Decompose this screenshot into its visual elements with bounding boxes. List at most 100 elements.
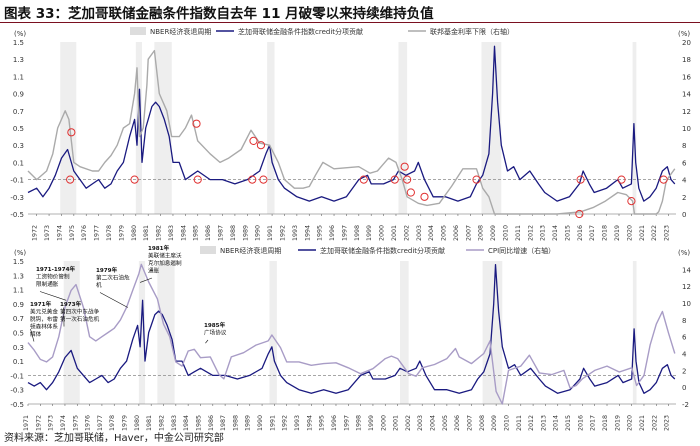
chart-top: 1.51.31.10.90.70.50.30.1-0.1-0.3-0.5(%)2… (10, 27, 691, 241)
highlight-marker (420, 192, 429, 201)
x-tick-label: 1988 (230, 225, 237, 241)
x-tick-label: 2010 (502, 225, 509, 241)
highlight-marker (259, 175, 268, 184)
y2-tick-label: 16 (682, 73, 691, 81)
y2-tick-label: 18 (682, 56, 691, 64)
x-tick-label: 2002 (403, 225, 410, 241)
y-tick-label: 0.9 (13, 301, 24, 309)
chart-bottom: 1.5 1.3 1.1 0.9 0.7 0.5 0.3 0.1 -0.1 -0.3 -0.5 (%) 1… (10, 244, 691, 431)
annotation-arrow (99, 292, 128, 308)
x-tick-label: 2005 (442, 415, 449, 431)
legend-label: 芝加哥联储金融条件指数credit分项贡献 (320, 246, 445, 255)
x-tick-label: 1989 (242, 225, 249, 241)
recession-band (60, 42, 77, 214)
y-tick-label: -0.1 (10, 177, 24, 185)
highlight-marker (400, 162, 409, 171)
y-tick-label: 0.3 (13, 142, 24, 150)
x-tick-label: 1983 (168, 225, 175, 241)
x-tick-label: 2000 (380, 415, 387, 431)
annotation-text: 1971-1974年 (36, 265, 75, 273)
y2-tick-label: 8 (682, 142, 686, 150)
x-tick-label: 1987 (220, 415, 227, 431)
x-tick-label: 1997 (343, 415, 350, 431)
y2-tick-label: 10 (682, 300, 691, 308)
y-tick-label: 0.1 (13, 358, 24, 366)
y2-tick-label: -2 (682, 401, 689, 409)
recession-band (63, 261, 80, 404)
y2-tick-label: 6 (682, 334, 687, 342)
highlight-marker (576, 175, 585, 184)
y2-axis-label: (%) (678, 249, 690, 257)
x-tick-label: 1991 (269, 415, 276, 431)
legend-label: CPI同比增速（右轴） (488, 246, 555, 255)
fci-credit-line (27, 45, 676, 202)
highlight-marker (66, 175, 75, 184)
annotation-text: 通胀 (148, 267, 160, 275)
x-tick-label: 1997 (341, 225, 348, 241)
x-tick-label: 2009 (491, 415, 498, 431)
annotation-text: 解体 (30, 330, 42, 338)
x-tick-label: 1977 (97, 415, 104, 431)
x-tick-label: 1980 (134, 415, 141, 431)
x-tick-label: 2013 (540, 415, 547, 431)
y-tick-label: 0.3 (13, 344, 24, 352)
x-tick-label: 2007 (465, 225, 472, 241)
annotation-arrow (205, 339, 209, 344)
annotation-text: 第二次石油危 (96, 274, 130, 282)
x-tick-label: 2014 (552, 225, 559, 241)
x-tick-label: 1993 (292, 225, 299, 241)
x-tick-label: 1986 (208, 415, 215, 431)
x-tick-label: 1975 (69, 225, 76, 241)
x-tick-label: 2004 (430, 415, 437, 431)
x-tick-label: 2019 (614, 415, 621, 431)
x-tick-label: 1999 (368, 415, 375, 431)
x-tick-label: 2001 (393, 415, 400, 431)
x-tick-label: 2015 (565, 415, 572, 431)
x-tick-label: 1971 (23, 415, 30, 431)
annotation-text: 顿森林体系 (30, 323, 58, 331)
highlight-marker (575, 209, 584, 219)
y2-tick-label: 20 (682, 39, 691, 47)
x-tick-label: 1992 (282, 415, 289, 431)
x-tick-label: 2015 (564, 225, 571, 241)
x-tick-label: 1983 (171, 415, 178, 431)
highlight-marker (617, 175, 626, 184)
x-tick-label: 1988 (232, 415, 239, 431)
annotation-text: 广场协议 (204, 329, 227, 337)
x-tick-label: 2006 (453, 225, 460, 241)
y2-tick-label: 14 (682, 91, 691, 99)
x-tick-label: 2012 (527, 225, 534, 241)
y-axis-label: (%) (14, 249, 26, 257)
x-tick-label: 2004 (428, 225, 435, 241)
x-tick-label: 1975 (72, 415, 79, 431)
annotation-text: 美联储主席沃 (148, 252, 182, 260)
annotation-text: 克尔加息遏制 (148, 259, 182, 267)
x-tick-label: 2017 (590, 415, 597, 431)
annotation-text: 1985年 (204, 321, 226, 329)
legend-label: 联邦基金利率下限（右轴） (430, 27, 514, 36)
x-tick-label: 1973 (44, 225, 51, 241)
x-tick-label: 2008 (478, 225, 485, 241)
y-tick-label: 1.1 (13, 287, 24, 295)
x-tick-label: 1982 (159, 415, 166, 431)
x-tick-label: 2021 (639, 225, 646, 241)
x-tick-label: 1993 (294, 415, 301, 431)
x-tick-label: 1998 (356, 415, 363, 431)
x-tick-label: 2022 (651, 415, 658, 431)
y2-tick-label: 4 (682, 351, 687, 359)
highlight-marker (248, 175, 257, 184)
y2-tick-label: 0 (682, 211, 686, 219)
x-tick-label: 1974 (56, 225, 63, 241)
y-tick-label: 1.5 (13, 258, 24, 266)
x-tick-label: 1989 (245, 415, 252, 431)
y2-tick-label: 8 (682, 317, 686, 325)
x-tick-label: 1998 (354, 225, 361, 241)
x-tick-label: 1990 (255, 225, 262, 241)
y2-tick-label: 14 (682, 266, 691, 274)
y-tick-label: -0.3 (10, 387, 24, 395)
annotation-text: 1973年 (60, 300, 82, 308)
x-tick-label: 1991 (267, 225, 274, 241)
x-tick-label: 1990 (257, 415, 264, 431)
x-tick-label: 2007 (466, 415, 473, 431)
x-tick-label: 2011 (516, 415, 523, 431)
